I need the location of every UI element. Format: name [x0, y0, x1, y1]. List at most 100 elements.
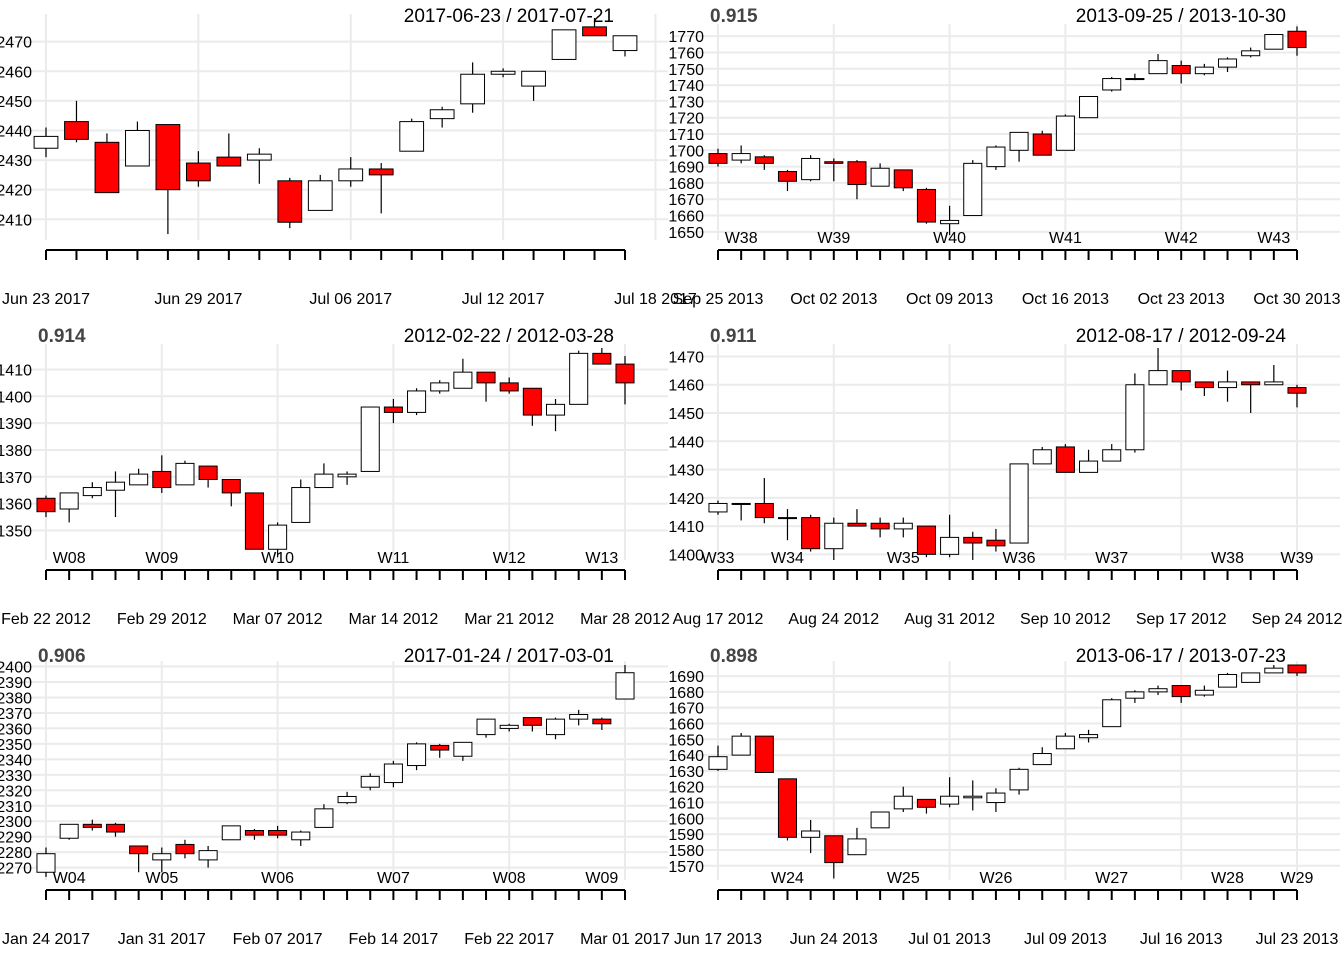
chart-panel-2: 1650166016701680169017001710172017301740… [668, 6, 1340, 308]
candle-body [216, 156, 242, 167]
candle [754, 735, 774, 774]
chart-title: 2013-06-17 / 2013-07-23 [1076, 646, 1286, 667]
week-label: W08 [493, 870, 526, 887]
y-tick-label: 2390 [0, 675, 32, 692]
candle-body [399, 121, 425, 152]
y-tick-label: 1660 [668, 209, 704, 226]
candle-body [291, 831, 311, 841]
candle-body [185, 162, 211, 182]
y-tick-label: 1680 [668, 176, 704, 193]
candle-body [1148, 688, 1168, 693]
candle [105, 822, 126, 837]
candle-body [307, 180, 333, 211]
date-label: Jun 24 2013 [790, 931, 878, 948]
y-tick-label: 1400 [668, 547, 704, 564]
candle-body [175, 462, 195, 486]
candle-body [708, 756, 728, 770]
candle [246, 148, 272, 184]
candle [708, 745, 728, 771]
candle [847, 827, 867, 856]
similarity-score: 0.911 [710, 326, 757, 347]
candle [407, 742, 427, 771]
candle [337, 791, 357, 805]
candle [1264, 34, 1284, 50]
candle [1171, 370, 1191, 391]
y-tick-label: 1600 [668, 811, 704, 828]
candle [592, 717, 612, 730]
candle-body [244, 830, 264, 836]
chart-title: 2012-02-22 / 2012-03-28 [404, 326, 614, 347]
y-tick-label: 2300 [0, 814, 32, 831]
candle-body [82, 823, 102, 828]
candle-body [963, 536, 983, 544]
candle [801, 819, 821, 854]
candle-body [615, 363, 635, 384]
date-label: Jan 24 2017 [2, 931, 90, 948]
candle [360, 406, 380, 472]
candle-body [1102, 449, 1122, 462]
y-tick-label: 1690 [668, 669, 704, 686]
y-tick-label: 1690 [668, 160, 704, 177]
candle [1241, 672, 1261, 683]
candle [777, 169, 798, 192]
candle [59, 823, 79, 840]
candle [185, 151, 211, 187]
candle [1287, 384, 1307, 408]
candle [940, 777, 960, 808]
candle [916, 798, 936, 814]
week-label: W10 [261, 550, 294, 567]
candle-body [551, 29, 577, 60]
y-tick-label: 2270 [0, 861, 32, 878]
candle [708, 500, 728, 515]
week-label: W38 [1211, 550, 1244, 567]
candle [1102, 698, 1122, 728]
candle [33, 127, 59, 158]
y-tick-label: 2460 [0, 64, 32, 81]
candle [125, 121, 150, 167]
candle-body [291, 487, 311, 523]
candle [1009, 131, 1029, 162]
candle [1102, 76, 1122, 92]
candle-body [1264, 34, 1284, 50]
candle [198, 845, 218, 868]
date-label: Sep 17 2012 [1136, 611, 1227, 628]
y-tick-label: 1670 [668, 192, 704, 209]
week-label: W12 [493, 550, 526, 567]
y-tick-label: 2410 [0, 212, 32, 229]
candle-body [430, 382, 450, 392]
candle-body [476, 718, 496, 736]
candle [777, 509, 798, 541]
date-label: Jun 23 2017 [2, 291, 90, 308]
y-tick-label: 1630 [668, 764, 704, 781]
date-label: Feb 22 2017 [464, 931, 554, 948]
candle [1287, 664, 1307, 677]
candle-body [615, 672, 635, 700]
candle [1009, 463, 1029, 544]
candle-body [916, 798, 936, 808]
y-tick-label: 1360 [0, 497, 32, 514]
y-tick-label: 2370 [0, 706, 32, 723]
candle [1241, 47, 1261, 58]
y-tick-label: 1350 [0, 523, 32, 540]
candle-body [893, 169, 913, 189]
candle [407, 388, 427, 416]
candle-body [569, 713, 589, 720]
candle-body [221, 478, 241, 494]
candle [731, 502, 751, 521]
y-tick-label: 2400 [0, 660, 32, 677]
candle [383, 398, 403, 424]
candle-body [244, 492, 264, 550]
candle [569, 709, 589, 726]
candle [368, 163, 394, 214]
candle-body [1079, 95, 1099, 119]
candle-body [777, 517, 798, 520]
y-tick-label: 2330 [0, 768, 32, 785]
candle-body [268, 524, 288, 550]
candle [801, 514, 821, 552]
date-label: Aug 24 2012 [788, 611, 879, 628]
candle [198, 465, 218, 488]
candle-body [360, 406, 380, 472]
candle [582, 18, 607, 37]
date-label: Oct 09 2013 [906, 291, 993, 308]
y-tick-label: 2360 [0, 721, 32, 738]
